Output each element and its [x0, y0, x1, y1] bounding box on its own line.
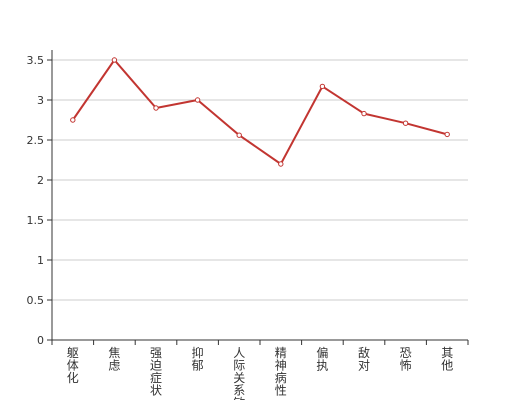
series-line [71, 59, 448, 165]
x-tick-label: 强迫症状 [150, 346, 162, 398]
axes [51, 50, 468, 341]
x-axis-ticks: 躯体化 焦虑 强迫症状 抑郁 人际关系敏感 精神病性 偏执 敌对 恐怖 其他 [51, 340, 469, 404]
x-tick-label: 抑郁 [192, 345, 204, 373]
data-point[interactable] [402, 120, 409, 126]
y-tick-label: 1.5 [27, 214, 45, 227]
data-point[interactable] [153, 105, 159, 111]
y-tick-label: 3 [37, 94, 44, 107]
x-tick-label: 焦虑 [108, 346, 120, 373]
y-tick-label: 3.5 [27, 54, 45, 67]
data-point[interactable] [236, 132, 242, 138]
grid-lines [52, 59, 468, 301]
x-tick-label: 躯体化 [67, 345, 79, 385]
x-tick-label: 恐怖 [400, 346, 412, 373]
data-point[interactable] [278, 161, 284, 167]
data-point[interactable] [319, 83, 326, 90]
data-point[interactable] [444, 131, 450, 138]
y-tick-label: 0.5 [27, 294, 45, 307]
x-tick-label: 精神病性 [275, 346, 287, 398]
series [70, 57, 450, 167]
x-tick-label: 人际关系敏感 [233, 346, 245, 400]
y-tick-label: 1 [37, 254, 44, 267]
y-tick-label: 0 [37, 334, 44, 347]
x-tick-label: 偏执 [316, 345, 328, 373]
data-point[interactable] [194, 97, 201, 103]
y-tick-label: 2 [37, 174, 44, 187]
data-point[interactable] [70, 117, 76, 123]
data-point[interactable] [361, 110, 367, 117]
data-point[interactable] [111, 57, 118, 63]
x-tick-label: 敌对 [358, 345, 370, 373]
y-tick-label: 2.5 [27, 134, 45, 147]
x-tick-label: 其他 [441, 346, 453, 373]
y-axis-ticks: 0 0.5 1 1.5 2 2.5 3 3.5 [27, 54, 52, 347]
